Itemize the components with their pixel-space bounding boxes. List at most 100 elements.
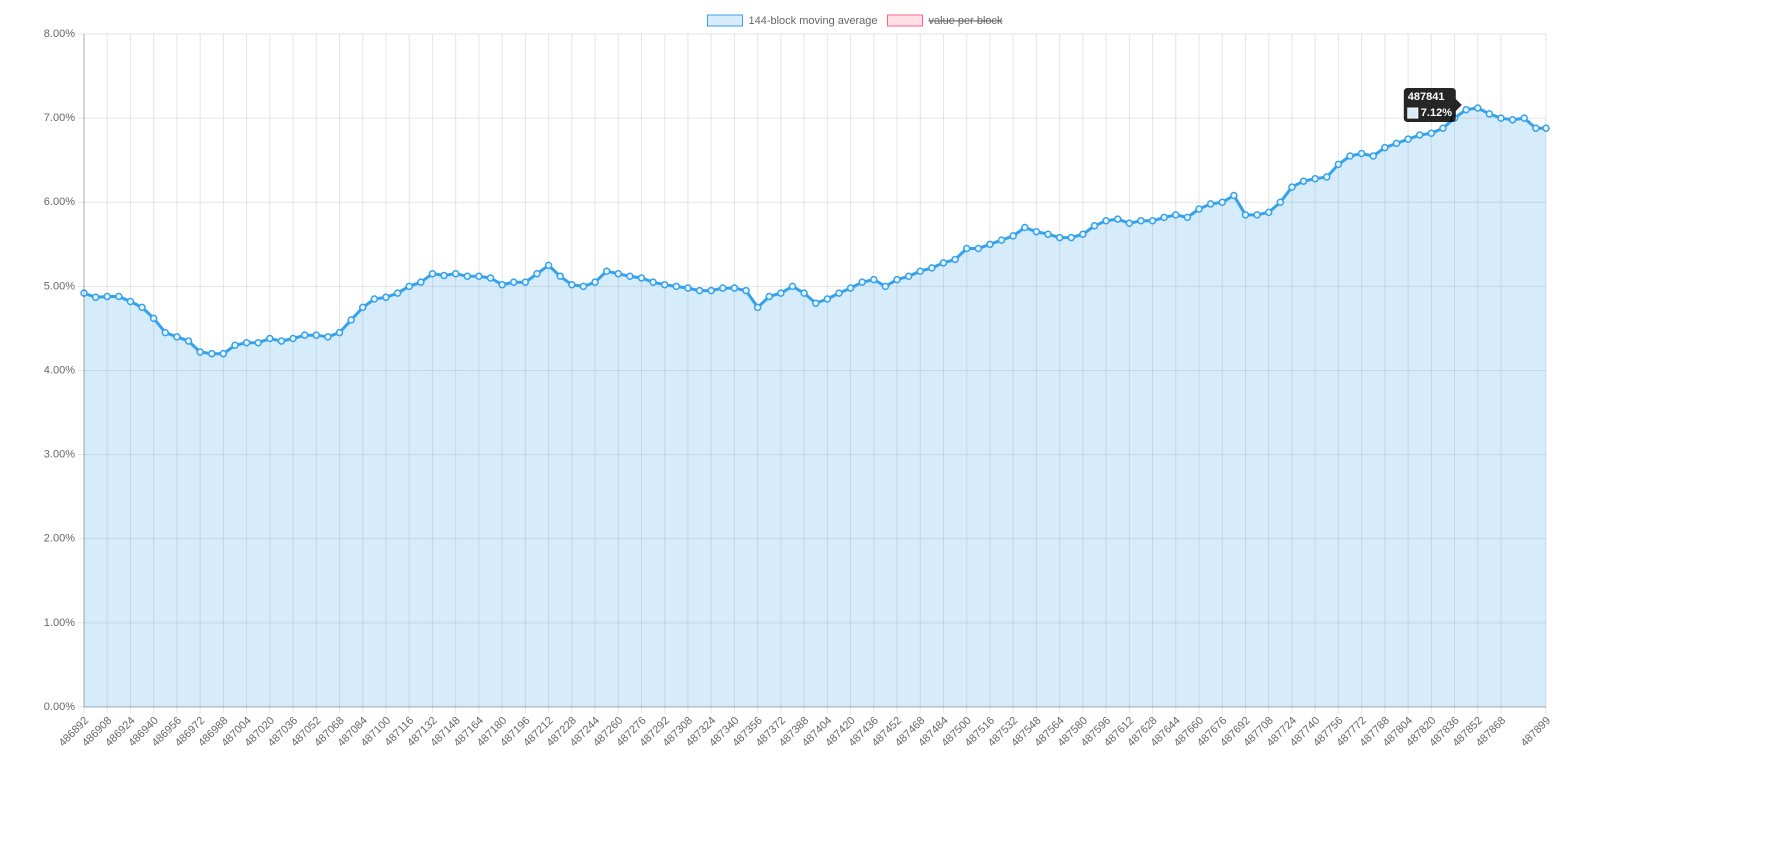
point[interactable] bbox=[730, 284, 739, 292]
point[interactable] bbox=[266, 334, 274, 343]
point[interactable] bbox=[1148, 217, 1157, 225]
point[interactable] bbox=[335, 328, 344, 337]
point[interactable] bbox=[300, 331, 309, 339]
point[interactable] bbox=[1102, 217, 1110, 225]
point[interactable] bbox=[1055, 233, 1064, 242]
point[interactable] bbox=[149, 314, 158, 323]
point[interactable] bbox=[568, 280, 576, 289]
point[interactable] bbox=[428, 270, 437, 278]
point[interactable] bbox=[382, 293, 390, 302]
point[interactable] bbox=[1253, 211, 1261, 219]
point[interactable] bbox=[672, 282, 681, 291]
point[interactable] bbox=[277, 337, 286, 345]
point[interactable] bbox=[1299, 177, 1308, 185]
point[interactable] bbox=[788, 282, 797, 291]
point[interactable] bbox=[1125, 219, 1134, 228]
point[interactable] bbox=[835, 289, 843, 297]
point[interactable] bbox=[324, 333, 332, 341]
point[interactable] bbox=[1264, 208, 1273, 217]
point[interactable] bbox=[870, 275, 878, 284]
point[interactable] bbox=[777, 289, 785, 297]
point[interactable] bbox=[1520, 114, 1528, 122]
point[interactable] bbox=[138, 303, 146, 312]
point[interactable] bbox=[498, 280, 506, 289]
point[interactable] bbox=[1346, 152, 1354, 160]
point[interactable] bbox=[544, 261, 553, 270]
point[interactable] bbox=[823, 295, 832, 303]
point[interactable] bbox=[231, 341, 239, 350]
point[interactable] bbox=[742, 286, 750, 295]
point[interactable] bbox=[1474, 104, 1482, 112]
point[interactable] bbox=[405, 282, 413, 291]
point[interactable] bbox=[1508, 116, 1517, 124]
point[interactable] bbox=[800, 289, 808, 297]
point[interactable] bbox=[660, 280, 669, 289]
point[interactable] bbox=[417, 278, 425, 286]
point[interactable] bbox=[1357, 149, 1366, 158]
point[interactable] bbox=[719, 284, 727, 292]
point[interactable] bbox=[753, 303, 762, 312]
point[interactable] bbox=[893, 275, 901, 284]
legend-item[interactable]: value per block bbox=[887, 14, 1003, 27]
point[interactable] bbox=[1415, 131, 1424, 139]
point[interactable] bbox=[1392, 139, 1401, 148]
point[interactable] bbox=[1195, 205, 1203, 213]
point[interactable] bbox=[1334, 160, 1343, 169]
point[interactable] bbox=[1218, 198, 1226, 206]
point[interactable] bbox=[1009, 232, 1017, 240]
point[interactable] bbox=[440, 271, 448, 280]
point[interactable] bbox=[370, 295, 379, 303]
point[interactable] bbox=[219, 349, 228, 358]
point[interactable] bbox=[451, 270, 460, 278]
point[interactable] bbox=[1323, 173, 1331, 181]
point[interactable] bbox=[1021, 223, 1029, 232]
point[interactable] bbox=[846, 284, 855, 292]
point[interactable] bbox=[602, 267, 611, 275]
point[interactable] bbox=[254, 338, 262, 347]
point[interactable] bbox=[1067, 233, 1075, 242]
point[interactable] bbox=[916, 267, 925, 275]
point[interactable] bbox=[1462, 105, 1470, 114]
point[interactable] bbox=[881, 282, 890, 291]
point[interactable] bbox=[161, 328, 170, 337]
point[interactable] bbox=[1542, 124, 1550, 132]
point[interactable] bbox=[1230, 191, 1238, 200]
point[interactable] bbox=[126, 297, 135, 306]
point[interactable] bbox=[1160, 213, 1168, 222]
point[interactable] bbox=[649, 278, 657, 286]
point[interactable] bbox=[962, 244, 971, 253]
point[interactable] bbox=[509, 278, 518, 286]
point[interactable] bbox=[1113, 215, 1122, 223]
point[interactable] bbox=[1497, 114, 1505, 122]
point[interactable] bbox=[1172, 211, 1180, 219]
point[interactable] bbox=[103, 292, 111, 301]
point[interactable] bbox=[614, 270, 623, 278]
point[interactable] bbox=[951, 255, 959, 264]
point[interactable] bbox=[939, 259, 948, 267]
point[interactable] bbox=[1206, 200, 1215, 208]
point[interactable] bbox=[637, 274, 646, 282]
point[interactable] bbox=[184, 337, 193, 345]
point[interactable] bbox=[196, 348, 204, 356]
point[interactable] bbox=[91, 293, 100, 302]
point[interactable] bbox=[811, 299, 820, 307]
point[interactable] bbox=[904, 272, 913, 281]
point[interactable] bbox=[858, 278, 866, 286]
point[interactable] bbox=[347, 316, 355, 324]
point[interactable] bbox=[1485, 110, 1494, 118]
point[interactable] bbox=[579, 282, 588, 291]
point[interactable] bbox=[173, 333, 181, 341]
point[interactable] bbox=[1311, 174, 1319, 183]
point[interactable] bbox=[475, 272, 483, 281]
point[interactable] bbox=[928, 264, 936, 272]
point[interactable] bbox=[521, 278, 530, 286]
point[interactable] bbox=[393, 289, 402, 297]
point[interactable] bbox=[986, 240, 994, 249]
point[interactable] bbox=[1241, 211, 1250, 219]
point[interactable] bbox=[486, 274, 495, 282]
point[interactable] bbox=[1079, 230, 1087, 238]
point[interactable] bbox=[1532, 124, 1540, 132]
point[interactable] bbox=[626, 272, 634, 281]
point[interactable] bbox=[289, 334, 297, 343]
point[interactable] bbox=[1288, 183, 1296, 191]
